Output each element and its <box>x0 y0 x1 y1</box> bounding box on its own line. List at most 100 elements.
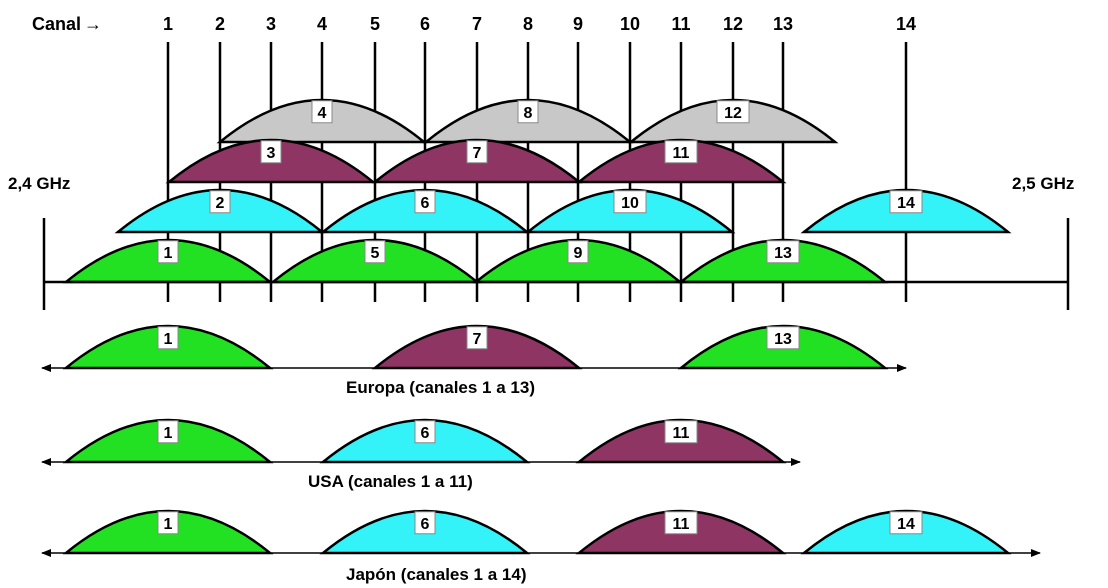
channel-number-6: 6 <box>420 14 430 34</box>
channel-label-box <box>664 511 698 535</box>
overlap-band-4: 4 <box>216 98 428 144</box>
region-caption: Japón (canales 1 a 14) <box>346 565 526 584</box>
channel-band-label: 9 <box>574 245 583 262</box>
channel-band-label: 11 <box>673 145 690 162</box>
channel-label-box <box>157 326 179 350</box>
frequency-start-label: 2,4 GHz <box>8 174 70 193</box>
channel-label-box <box>364 240 386 264</box>
overlap-band-1: 1 <box>62 238 274 284</box>
channel-number-1: 1 <box>163 14 173 34</box>
channel-band-label: 14 <box>897 516 915 533</box>
overlap-band-13: 13 <box>677 238 889 284</box>
channel-label-box <box>517 100 539 124</box>
channel-label-box <box>466 326 488 350</box>
channel-label-box <box>414 511 436 535</box>
overlap-band-5: 5 <box>269 238 481 284</box>
channel-label-box <box>716 100 750 124</box>
channel-band-label: 4 <box>318 105 327 122</box>
channel-label-box <box>766 240 800 264</box>
channel-number-10: 10 <box>620 14 640 34</box>
channel-header-label: Canal <box>32 14 81 34</box>
overlap-band-12: 12 <box>627 98 839 144</box>
channel-header-arrow: → <box>84 14 102 34</box>
channel-label-box <box>766 326 800 350</box>
channel-label-box <box>664 420 698 444</box>
channel-label-box <box>260 140 282 164</box>
region-band-1: 1 <box>62 418 274 464</box>
overlap-band-7: 7 <box>371 138 583 184</box>
region-caption: Europa (canales 1 a 13) <box>346 378 535 397</box>
region-band-7: 7 <box>371 324 583 370</box>
overlap-band-3: 3 <box>165 138 377 184</box>
channel-band-label: 1 <box>164 425 173 442</box>
region-band-6: 6 <box>319 509 531 555</box>
channel-number-12: 12 <box>723 14 743 34</box>
channel-label-box <box>311 100 333 124</box>
channel-label-box <box>157 511 179 535</box>
channel-band-label: 1 <box>164 331 173 348</box>
overlap-band-10: 10 <box>524 188 736 234</box>
channel-number-13: 13 <box>773 14 793 34</box>
region-band-13: 13 <box>677 324 889 370</box>
channel-label-box <box>889 190 923 214</box>
region-caption: USA (canales 1 a 11) <box>308 472 473 491</box>
channel-band-label: 1 <box>164 516 173 533</box>
channel-label-box <box>414 420 436 444</box>
region-band-14: 14 <box>800 509 1012 555</box>
channel-band-label: 10 <box>621 195 639 212</box>
channel-band-label: 6 <box>421 425 430 442</box>
channel-number-4: 4 <box>317 14 327 34</box>
channel-number-7: 7 <box>472 14 482 34</box>
channel-band-label: 13 <box>774 331 792 348</box>
channel-label-box <box>664 140 698 164</box>
channel-band-label: 8 <box>524 105 533 122</box>
channel-number-11: 11 <box>671 14 690 34</box>
channel-label-box <box>466 140 488 164</box>
channel-band-label: 11 <box>673 516 690 533</box>
region-band-11: 11 <box>575 418 787 464</box>
region-row-0: 1 7 13 Europa (canales 1 a 13) <box>41 324 907 397</box>
channel-band-label: 12 <box>724 105 742 122</box>
frequency-end-label: 2,5 GHz <box>1012 174 1074 193</box>
region-band-6: 6 <box>319 418 531 464</box>
channel-bands-layer: 4 8 12 3 7 11 2 6 10 14 1 5 9 13 <box>62 98 1012 284</box>
channel-number-8: 8 <box>523 14 533 34</box>
channel-band-label: 7 <box>473 331 482 348</box>
channel-band-label: 6 <box>421 516 430 533</box>
channel-band-label: 11 <box>673 425 690 442</box>
channel-number-14: 14 <box>896 14 916 34</box>
channel-label-box <box>889 511 923 535</box>
channel-label-box <box>157 420 179 444</box>
channel-label-box <box>209 190 231 214</box>
frequency-axis-layer <box>42 218 1070 310</box>
channel-label-box <box>567 240 589 264</box>
channel-band-label: 6 <box>421 195 430 212</box>
overlap-band-2: 2 <box>114 188 326 234</box>
region-band-1: 1 <box>62 509 274 555</box>
channel-band-label: 13 <box>774 245 792 262</box>
overlap-band-8: 8 <box>422 98 634 144</box>
region-row-2: 1 6 11 14 Japón (canales 1 a 14) <box>41 509 1041 584</box>
channel-number-2: 2 <box>215 14 225 34</box>
overlap-band-14: 14 <box>800 188 1012 234</box>
overlap-band-9: 9 <box>472 238 684 284</box>
channel-band-label: 14 <box>897 195 915 212</box>
overlap-band-6: 6 <box>319 188 531 234</box>
channel-band-label: 7 <box>473 145 482 162</box>
channel-band-label: 5 <box>371 245 380 262</box>
channel-band-label: 3 <box>267 145 276 162</box>
channel-number-5: 5 <box>370 14 380 34</box>
channel-label-box <box>157 240 179 264</box>
channel-number-9: 9 <box>573 14 583 34</box>
overlap-band-11: 11 <box>575 138 787 184</box>
channel-label-box <box>613 190 647 214</box>
region-band-1: 1 <box>62 324 274 370</box>
regions-layer: 1 7 13 Europa (canales 1 a 13) 1 6 11 USA (cana… <box>41 324 1041 584</box>
channel-label-box <box>414 190 436 214</box>
channel-band-label: 2 <box>216 195 225 212</box>
region-band-11: 11 <box>575 509 787 555</box>
region-row-1: 1 6 11 USA (canales 1 a 11) <box>41 418 801 491</box>
channel-band-label: 1 <box>164 245 173 262</box>
